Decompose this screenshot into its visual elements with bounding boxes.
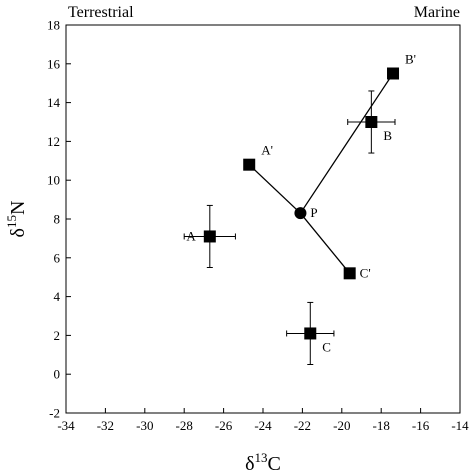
x-tick-label: -34 bbox=[57, 418, 75, 433]
x-axis-label-base: δ bbox=[245, 453, 254, 474]
connector-line bbox=[299, 73, 394, 214]
x-tick-label: -20 bbox=[333, 418, 350, 433]
marine-label: Marine bbox=[414, 4, 460, 21]
y-tick-label: 8 bbox=[54, 212, 61, 227]
point-marker-square bbox=[304, 327, 317, 340]
connector-line bbox=[299, 212, 351, 274]
y-tick-label: 4 bbox=[54, 289, 61, 304]
y-tick-label: 2 bbox=[54, 328, 61, 343]
x-tick-label: -24 bbox=[254, 418, 272, 433]
y-tick-label: 14 bbox=[47, 95, 61, 110]
y-tick-label: 12 bbox=[47, 134, 60, 149]
connector-line bbox=[248, 164, 301, 214]
x-tick-label: -14 bbox=[451, 418, 469, 433]
y-tick-label: 10 bbox=[47, 173, 60, 188]
x-axis-label: δ13C bbox=[245, 450, 281, 474]
point-marker-square bbox=[365, 116, 378, 128]
point-marker-square bbox=[243, 158, 256, 171]
point-marker-square bbox=[387, 67, 400, 80]
y-tick-label: 16 bbox=[47, 56, 61, 71]
point-label: P bbox=[310, 205, 317, 220]
x-tick-label: -22 bbox=[294, 418, 311, 433]
y-tick-label: -2 bbox=[49, 406, 60, 421]
data-points: A B C A' B' C' P bbox=[183, 52, 416, 365]
point-label: C bbox=[322, 339, 331, 354]
x-tick-label: -26 bbox=[215, 418, 233, 433]
y-axis-label-main: N bbox=[7, 201, 29, 215]
y-axis-label-base: δ bbox=[7, 228, 29, 237]
y-axis-label-sup: 15 bbox=[4, 215, 19, 228]
point-label: A' bbox=[261, 143, 273, 158]
point-label: B' bbox=[405, 52, 416, 67]
x-axis-label-main: C bbox=[268, 453, 281, 474]
point-label: B bbox=[383, 128, 392, 143]
point-marker-circle bbox=[294, 207, 307, 220]
y-tick-label: 0 bbox=[54, 367, 61, 382]
ticks-layer: -34 -32 -30 -28 -26 -24 -22 -20 -18 -16 -14-202468… bbox=[47, 18, 469, 434]
point-marker-square bbox=[343, 267, 356, 280]
x-axis-label-sup: 13 bbox=[255, 450, 268, 465]
x-tick-label: -32 bbox=[97, 418, 114, 433]
point-label: A bbox=[186, 228, 196, 243]
x-tick-label: -16 bbox=[412, 418, 430, 433]
x-tick-label: -28 bbox=[176, 418, 193, 433]
x-tick-label: -18 bbox=[373, 418, 390, 433]
terrestrial-label: Terrestrial bbox=[68, 4, 134, 21]
x-tick-label: -30 bbox=[136, 418, 153, 433]
plot-frame bbox=[65, 24, 461, 414]
point-marker-square bbox=[203, 230, 216, 243]
connector-lines bbox=[248, 73, 394, 274]
y-axis-label: δ15N bbox=[4, 201, 29, 238]
point-label: C' bbox=[360, 265, 371, 280]
y-tick-label: 6 bbox=[54, 250, 61, 265]
y-tick-label: 18 bbox=[47, 18, 60, 33]
